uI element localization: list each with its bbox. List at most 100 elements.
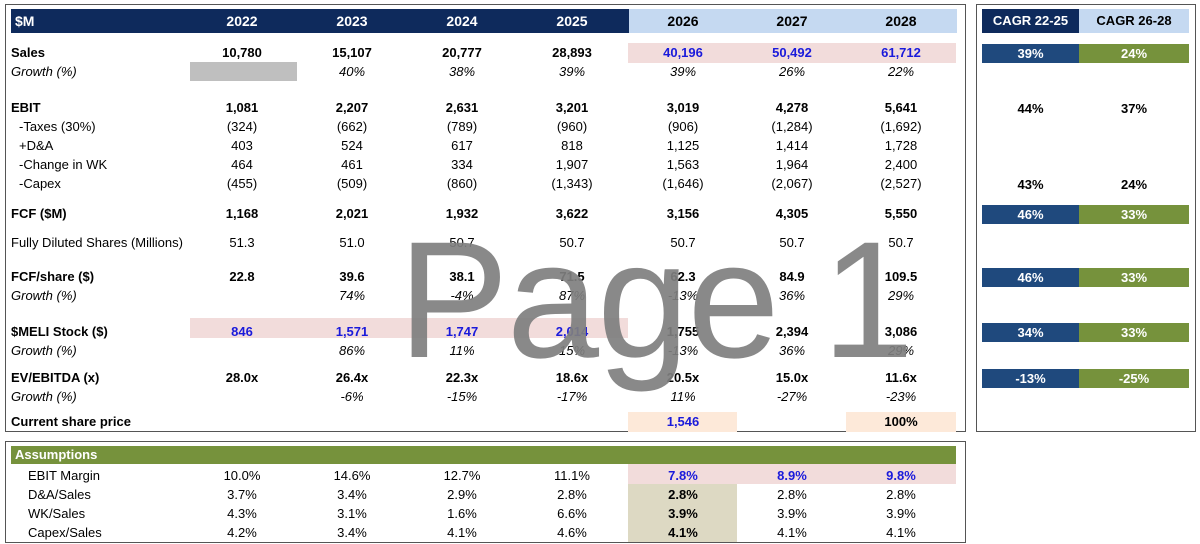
cell-2026: 3,156 xyxy=(666,206,700,221)
cell-2022: 51.3 xyxy=(229,235,255,250)
cell-2027: 15.0x xyxy=(775,370,809,385)
cell-2027: 1,414 xyxy=(775,138,809,153)
assumption-cell-2027: 8.9% xyxy=(777,468,807,483)
cell-2025: 28,893 xyxy=(552,45,592,60)
row-label: -Capex xyxy=(19,176,61,191)
cell-2024: (860) xyxy=(446,176,478,191)
assumption-row: D&A/Sales 3.7% 3.4% 2.9% 2.8% 2.8% 2.8% 2.8% xyxy=(6,485,976,504)
row-stock-growth: Growth (%) 86% 11% 15% -13% 36% 29% xyxy=(6,341,976,360)
cell-2025: (960) xyxy=(556,119,588,134)
cell-2024: -15% xyxy=(446,389,478,404)
cell-2027: 2,394 xyxy=(775,324,809,339)
cagr-capex-22-25: 43% xyxy=(1017,177,1044,192)
assumption-cell-2028: 9.8% xyxy=(886,468,916,483)
cell-2026: -13% xyxy=(667,288,699,303)
cell-2028: 1,728 xyxy=(884,138,918,153)
header-year-2028: 2028 xyxy=(885,13,917,29)
row-label: EV/EBITDA (x) xyxy=(11,370,100,385)
cell-2024: -4% xyxy=(450,288,474,303)
cell-2024: 20,777 xyxy=(442,45,482,60)
assumption-cell-2026: 3.9% xyxy=(668,506,698,521)
assumption-cell-2022: 3.7% xyxy=(227,487,257,502)
cell-2026: 11% xyxy=(670,389,696,404)
cell-2027: 84.9 xyxy=(779,269,805,284)
cagr-panel: CAGR 22-25 CAGR 26-28 39% 24% 44% 37% 43% 24%… xyxy=(976,4,1196,432)
row-label: Current share price xyxy=(11,414,131,429)
cell-2023: 461 xyxy=(341,157,363,172)
cell-2024: 2,631 xyxy=(445,100,479,115)
cell-2028: 29% xyxy=(887,288,915,303)
cell-2023: 2,021 xyxy=(335,206,369,221)
assumption-label: WK/Sales xyxy=(28,506,86,521)
header-year-2024: 2024 xyxy=(446,13,478,29)
cell-2022 xyxy=(187,62,297,81)
cell-2027: 50,492 xyxy=(772,45,812,60)
cell-2027: 4,278 xyxy=(775,100,809,115)
main-table: $M 2022 2023 2024 2025 2026 2027 2028 Sales 10,… xyxy=(5,4,966,432)
row-stock: $MELI Stock ($) 846 1,571 1,747 2,014 1,755 2,… xyxy=(6,322,976,341)
cell-2028: 2,400 xyxy=(884,157,918,172)
cell-2024: 11% xyxy=(449,343,475,358)
cell-2028: (1,692) xyxy=(880,119,922,134)
assumption-cell-2023: 14.6% xyxy=(333,468,371,483)
cell-2025: 1,907 xyxy=(555,157,589,172)
cell-2028: 3,086 xyxy=(884,324,918,339)
assumption-cell-2024: 4.1% xyxy=(447,525,477,540)
row-label: $MELI Stock ($) xyxy=(11,324,108,339)
assumption-label: D&A/Sales xyxy=(28,487,91,502)
assumption-cell-2026: 7.8% xyxy=(668,468,698,483)
cell-2023: 524 xyxy=(341,138,363,153)
cell-2023: 39.6 xyxy=(339,269,365,284)
cell-2022: 403 xyxy=(231,138,253,153)
cell-2024: 1,747 xyxy=(445,324,479,339)
cell-2026: 1,755 xyxy=(666,324,700,339)
cell-2023: 2,207 xyxy=(335,100,369,115)
row-label: FCF ($M) xyxy=(11,206,67,221)
cagr-stock-22-25: 34% xyxy=(982,323,1079,342)
cell-2025: 818 xyxy=(561,138,583,153)
assumption-cell-2022: 10.0% xyxy=(223,468,261,483)
cagr-sales-22-25: 39% xyxy=(982,44,1079,63)
growth-2022-gray xyxy=(190,62,297,81)
cell-2024: 617 xyxy=(451,138,473,153)
cell-2022: 10,780 xyxy=(222,45,262,60)
cell-2025: 3,201 xyxy=(555,100,589,115)
cagr-fcf-share-22-25: 46% xyxy=(982,268,1079,287)
cell-2027: (1,284) xyxy=(771,119,813,134)
sales-forecast-highlight xyxy=(628,43,956,63)
cagr-fcf-26-28: 33% xyxy=(1079,205,1189,224)
row-current-share-price: Current share price 1,546 100% xyxy=(6,412,976,431)
cell-2022: 1,168 xyxy=(225,206,259,221)
header-year-2027: 2027 xyxy=(776,13,808,29)
cell-2026: -13% xyxy=(667,343,699,358)
cell-2023: 51.0 xyxy=(339,235,365,250)
cagr-fcf-22-25: 46% xyxy=(982,205,1079,224)
assumption-cell-2024: 2.9% xyxy=(447,487,477,502)
assumption-cell-2022: 4.3% xyxy=(227,506,257,521)
cell-2025: 39% xyxy=(558,64,586,79)
cagr-sales-26-28: 24% xyxy=(1079,44,1189,63)
cell-2027: 1,964 xyxy=(775,157,809,172)
cagr-ev-22-25: -13% xyxy=(982,369,1079,388)
cell-2024: (789) xyxy=(446,119,478,134)
row-shares: Fully Diluted Shares (Millions) 51.3 51.0 5… xyxy=(6,233,976,252)
current-price-percent: 100% xyxy=(884,414,918,429)
header-year-2023: 2023 xyxy=(336,13,368,29)
cell-2025: 15% xyxy=(558,343,586,358)
cell-2022 xyxy=(187,286,297,305)
cell-2026: 3,019 xyxy=(666,100,700,115)
cell-2027: 36% xyxy=(778,343,806,358)
assumption-cell-2023: 3.4% xyxy=(337,487,367,502)
cell-2027: 36% xyxy=(778,288,806,303)
cagr-header-a: CAGR 22-25 xyxy=(992,13,1069,28)
cell-2026: 39% xyxy=(669,64,697,79)
row-label: FCF/share ($) xyxy=(11,269,95,284)
cell-2026: 40,196 xyxy=(663,45,703,60)
cell-2028: 50.7 xyxy=(888,235,914,250)
row-label: Growth (%) xyxy=(11,288,77,303)
cell-2026: 20.5x xyxy=(666,370,700,385)
cell-2023: 40% xyxy=(338,64,366,79)
cell-2022 xyxy=(187,387,297,406)
header-unit: $M xyxy=(15,13,35,29)
cell-2026: 1,125 xyxy=(666,138,700,153)
